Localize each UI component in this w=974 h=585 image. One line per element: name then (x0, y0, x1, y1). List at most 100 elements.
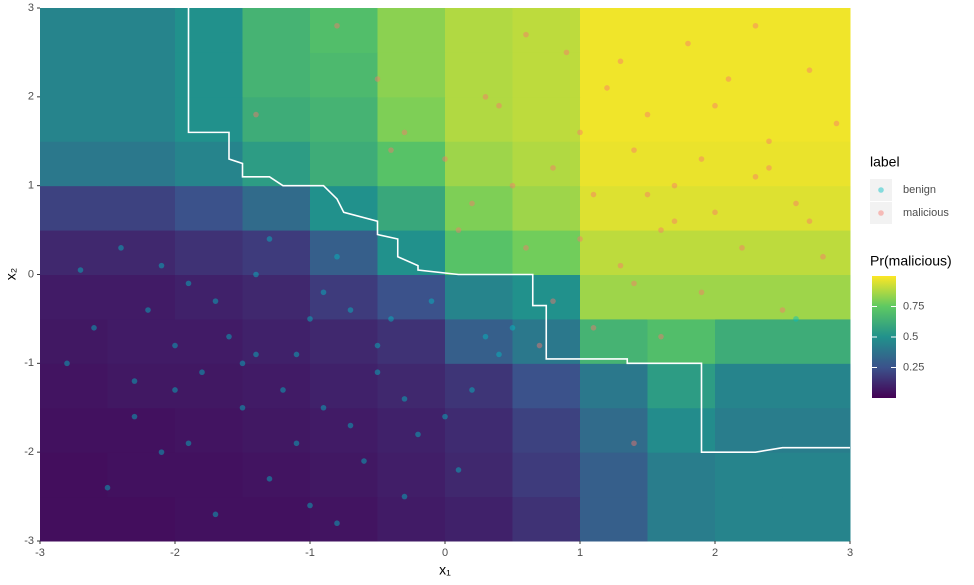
point (671, 182, 678, 189)
point (631, 280, 637, 287)
heat-cell (107, 96, 176, 142)
point (374, 76, 381, 82)
heat-cell (782, 96, 851, 142)
heat-cell (377, 496, 446, 542)
point (712, 209, 718, 216)
heat-cell (715, 407, 783, 453)
heat-cell (512, 8, 581, 53)
point (469, 200, 475, 207)
point (118, 245, 124, 251)
heat-cell (310, 318, 378, 364)
point (415, 431, 421, 438)
heat-cell (242, 185, 311, 231)
heat-cell (647, 496, 716, 542)
point (793, 200, 799, 207)
heat-cell (445, 363, 513, 409)
point (806, 67, 813, 73)
heat-cell (377, 96, 446, 142)
heat-cell (40, 274, 108, 320)
point (347, 422, 354, 429)
point (509, 325, 516, 331)
colorbar-label: 0.5 (903, 331, 918, 343)
heat-cell (647, 318, 716, 364)
heat-cell (107, 407, 176, 453)
heat-cell (512, 185, 581, 231)
point (293, 440, 300, 447)
y-tick-label: 0 (28, 268, 34, 280)
heat-cell (445, 185, 513, 231)
point (401, 129, 408, 136)
point (401, 396, 408, 402)
point (617, 58, 624, 65)
colorbar-title: Pr(malicious) (870, 253, 952, 269)
heat-cell (580, 318, 648, 364)
heat-cell (512, 452, 581, 498)
heat-cell (512, 52, 581, 98)
heat-cell (512, 96, 581, 142)
y-tick-label: -2 (24, 446, 34, 458)
heat-cell (310, 452, 378, 498)
heat-cell (580, 230, 648, 275)
heat-cell (580, 363, 648, 409)
heat-cell (445, 318, 513, 364)
heat-cell (107, 185, 176, 231)
x-tick-label: -3 (35, 547, 45, 559)
point (320, 289, 327, 296)
x-tick-label: 0 (442, 547, 448, 559)
heat-cell (242, 96, 311, 142)
heat-cell (310, 363, 378, 409)
point (253, 351, 259, 358)
heatmap (40, 8, 851, 542)
x-tick-label: -1 (305, 547, 315, 559)
heat-cell (715, 363, 783, 409)
point (442, 413, 448, 420)
x-tick-label: 3 (847, 547, 853, 559)
heat-cell (310, 8, 378, 53)
heat-cell (647, 8, 716, 53)
heat-cell (512, 363, 581, 409)
heat-cell (647, 274, 716, 320)
heat-cell (310, 407, 378, 453)
point (455, 227, 462, 233)
heat-cell (647, 407, 716, 453)
heat-cell (647, 452, 716, 498)
heat-cell (782, 141, 851, 187)
heat-cell (310, 185, 378, 231)
legend-label: benign (903, 184, 936, 196)
heat-cell (377, 141, 446, 187)
heat-cell (445, 141, 513, 187)
heat-cell (647, 185, 716, 231)
heat-cell (715, 141, 783, 187)
heat-cell (377, 52, 446, 98)
heat-cell (40, 96, 108, 142)
heat-cell (40, 407, 108, 453)
heat-cell (310, 496, 378, 542)
heat-cell (377, 185, 446, 231)
heat-cell (175, 318, 243, 364)
point (617, 262, 624, 269)
point (523, 31, 529, 38)
point (536, 342, 543, 349)
point (604, 85, 610, 91)
heat-cell (377, 452, 446, 498)
point (766, 138, 772, 145)
heat-cell (242, 141, 311, 187)
heat-cell (40, 363, 108, 409)
point (455, 467, 462, 473)
point (658, 333, 664, 340)
heat-cell (40, 185, 108, 231)
point (685, 40, 691, 47)
heat-cell (40, 318, 108, 364)
point (577, 129, 583, 136)
point (388, 316, 394, 322)
point (739, 245, 745, 251)
heat-cell (445, 52, 513, 98)
heat-cell (242, 274, 311, 320)
heat-cell (580, 141, 648, 187)
heat-cell (40, 496, 108, 542)
legend-title: label (870, 154, 900, 170)
heat-cell (715, 52, 783, 98)
heat-cell (715, 318, 783, 364)
heat-cell (445, 496, 513, 542)
